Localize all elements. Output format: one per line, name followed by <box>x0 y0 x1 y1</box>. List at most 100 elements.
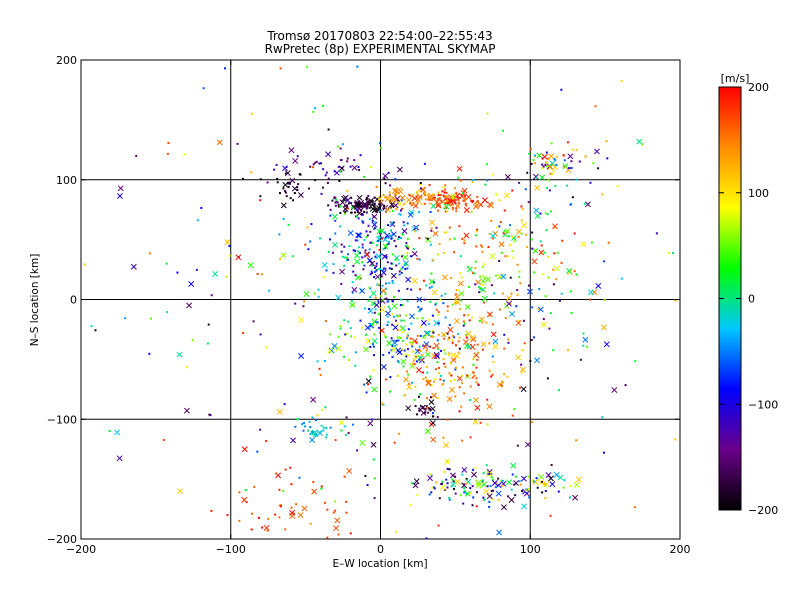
data-point-dot <box>259 199 262 202</box>
data-point-dot <box>495 193 498 196</box>
data-point-dot <box>408 193 411 196</box>
data-point-dot <box>438 205 441 208</box>
data-point-dot <box>455 207 458 210</box>
data-point-dot <box>371 241 374 244</box>
data-point-dot <box>430 272 433 275</box>
data-point-cross <box>498 241 505 248</box>
data-point-cross <box>339 268 346 275</box>
data-point-cross <box>235 254 242 261</box>
data-point-dot <box>544 212 547 215</box>
data-point-cross <box>489 253 496 260</box>
data-point-dot <box>401 255 404 258</box>
data-point-dot <box>333 196 336 199</box>
data-point-dot <box>339 205 342 208</box>
data-point-cross <box>454 299 461 306</box>
data-point-dot <box>520 371 523 374</box>
data-point-dot <box>297 183 300 186</box>
data-point-dot <box>320 192 323 195</box>
data-point-dot <box>549 312 552 315</box>
data-point-dot <box>502 232 505 235</box>
data-point-dot <box>149 317 152 320</box>
data-point-cross <box>496 381 503 388</box>
data-point-dot <box>437 333 440 336</box>
data-point-dot <box>453 378 456 381</box>
data-point-cross <box>382 243 389 250</box>
data-point-dot <box>444 210 447 213</box>
data-point-dot <box>369 323 372 326</box>
data-point-cross <box>241 446 248 453</box>
data-point-cross <box>486 311 493 318</box>
data-point-dot <box>361 256 364 259</box>
data-point-dot <box>541 163 544 166</box>
data-point-cross <box>486 403 493 410</box>
data-point-dot <box>443 337 446 340</box>
data-point-cross <box>541 321 547 328</box>
data-point-dot <box>558 299 561 302</box>
data-point-dot <box>518 480 521 483</box>
data-point-dot <box>401 330 404 333</box>
data-point-dot <box>415 226 418 229</box>
data-point-cross <box>441 274 448 281</box>
data-point-dot <box>276 181 279 184</box>
data-point-dot <box>387 305 390 308</box>
data-point-dot <box>547 179 550 182</box>
data-point-dot <box>298 476 301 479</box>
data-point-cross <box>116 455 123 462</box>
data-point-dot <box>343 264 346 267</box>
data-point-dot <box>425 405 428 408</box>
data-point-cross <box>553 265 560 272</box>
data-point-dot <box>412 341 415 344</box>
data-point-dot <box>309 433 312 436</box>
data-point-dot <box>462 502 465 505</box>
data-point-dot <box>488 500 491 503</box>
data-point-dot <box>432 259 435 262</box>
data-point-dot <box>407 247 410 250</box>
data-point-dot <box>561 239 564 242</box>
data-point-cross <box>311 488 318 495</box>
data-point-cross <box>488 202 495 209</box>
data-point-dot <box>589 298 592 301</box>
data-point-dot <box>594 105 597 108</box>
data-point-dot <box>513 240 516 243</box>
data-point-cross <box>380 287 387 294</box>
data-point-dot <box>582 344 585 347</box>
data-point-dot <box>329 208 332 211</box>
data-point-dot <box>432 347 435 350</box>
data-point-dot <box>492 489 495 492</box>
data-point-dot <box>291 255 294 258</box>
data-point-dot <box>641 143 644 146</box>
data-point-dot <box>391 299 394 302</box>
data-point-dot <box>533 154 536 157</box>
data-point-dot <box>465 482 468 485</box>
data-point-dot <box>328 333 331 336</box>
data-point-dot <box>501 292 504 295</box>
data-point-dot <box>461 366 464 369</box>
data-point-cross <box>566 267 572 274</box>
data-point-dot <box>458 202 461 205</box>
data-point-cross <box>371 386 378 393</box>
data-point-dot <box>455 344 458 347</box>
data-point-dot <box>566 184 569 187</box>
data-point-dot <box>371 323 374 326</box>
data-point-dot <box>411 362 414 365</box>
data-point-dot <box>401 303 404 306</box>
data-point-dot <box>443 201 446 204</box>
data-point-dot <box>514 475 517 478</box>
data-point-dot <box>313 430 316 433</box>
data-point-cross <box>364 324 371 331</box>
data-point-dot <box>453 336 456 339</box>
data-point-dot <box>325 436 328 439</box>
data-point-dot <box>471 485 474 488</box>
data-point-dot <box>418 288 421 291</box>
data-point-dot <box>530 338 533 341</box>
data-point-dot <box>308 420 311 423</box>
data-point-cross <box>524 441 531 448</box>
data-point-dot <box>478 319 481 322</box>
data-point-dot <box>304 243 307 246</box>
data-point-dot <box>345 511 348 514</box>
data-point-dot <box>362 205 365 208</box>
data-point-dot <box>367 224 370 227</box>
data-point-dot <box>304 425 307 428</box>
data-point-dot <box>422 344 425 347</box>
